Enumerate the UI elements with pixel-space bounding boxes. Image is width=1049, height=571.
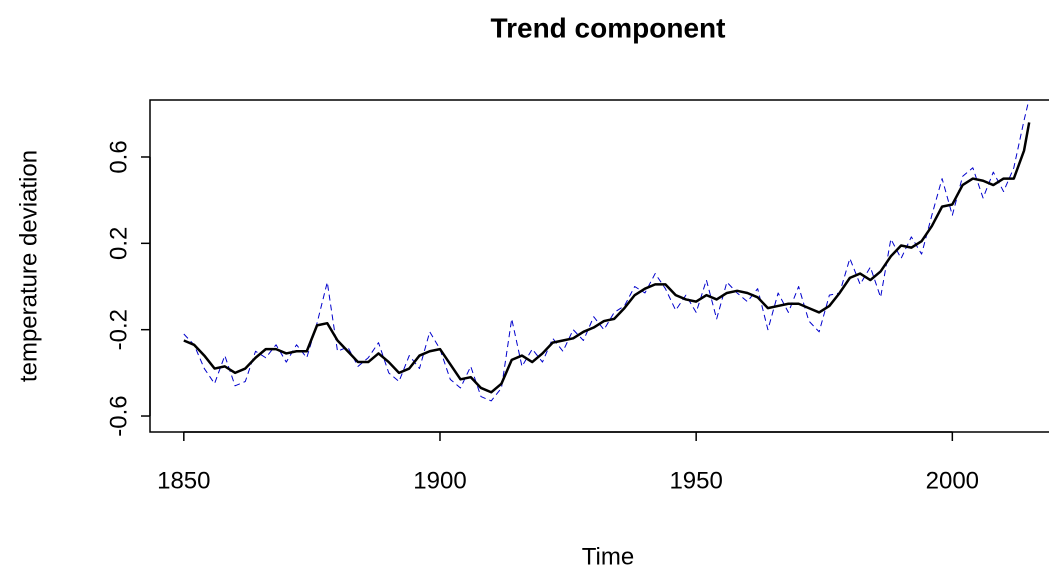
x-tick-label: 2000 [926, 467, 979, 494]
y-tick-label: 0.2 [105, 227, 132, 260]
x-axis-label: Time [582, 543, 634, 570]
y-tick-label: 0.6 [105, 140, 132, 173]
plot-area [183, 100, 1031, 402]
y-axis-label: temperature deviation [15, 150, 42, 382]
chart-title: Trend component [491, 12, 726, 43]
x-tick-label: 1850 [157, 467, 210, 494]
y-tick-label: -0.2 [105, 309, 132, 350]
plot-box [149, 99, 1049, 433]
series-line [183, 122, 1031, 394]
series-line [183, 100, 1030, 402]
x-tick-label: 1900 [413, 467, 466, 494]
x-tick-label: 1950 [669, 467, 722, 494]
y-tick-label: -0.6 [105, 395, 132, 436]
